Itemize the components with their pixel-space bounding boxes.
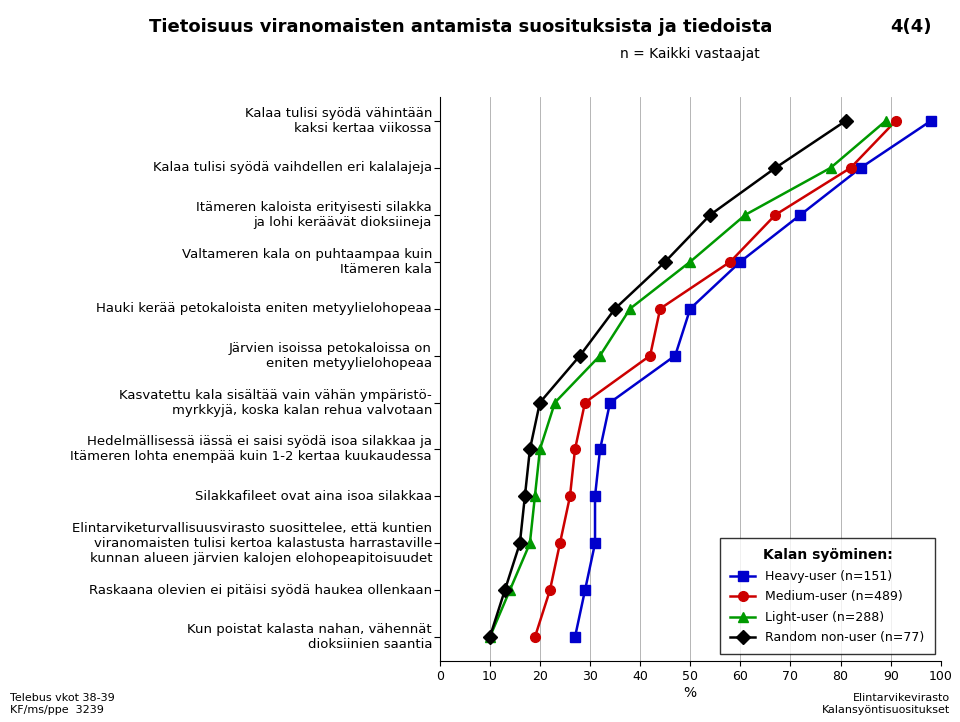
Text: Elintarvikevirasto
Kalansyöntisuositukset: Elintarvikevirasto Kalansyöntisuositukse… [822, 693, 950, 715]
X-axis label: %: % [684, 686, 697, 700]
Text: Valtameren kala on puhtaampaa kuin
Itämeren kala: Valtameren kala on puhtaampaa kuin Itäme… [181, 248, 432, 276]
Text: Hauki kerää petokaloista eniten metyylielohopeaa: Hauki kerää petokaloista eniten metyylie… [96, 302, 432, 316]
Text: Raskaana olevien ei pitäisi syödä haukea ollenkaan: Raskaana olevien ei pitäisi syödä haukea… [89, 583, 432, 597]
Text: Telebus vkot 38-39
KF/ms/ppe  3239: Telebus vkot 38-39 KF/ms/ppe 3239 [10, 693, 114, 715]
Text: Hedelmällisessä iässä ei saisi syödä isoa silakkaa ja
Itämeren lohta enempää kui: Hedelmällisessä iässä ei saisi syödä iso… [70, 435, 432, 464]
Text: Kun poistat kalasta nahan, vähennät
dioksiinien saantia: Kun poistat kalasta nahan, vähennät diok… [187, 623, 432, 651]
Text: 4(4): 4(4) [890, 18, 931, 36]
Text: Kalaa tulisi syödä vaihdellen eri kalalajeja: Kalaa tulisi syödä vaihdellen eri kalala… [153, 161, 432, 175]
Legend: Heavy-user (n=151), Medium-user (n=489), Light-user (n=288), Random non-user (n=: Heavy-user (n=151), Medium-user (n=489),… [720, 539, 934, 654]
Text: Kalaa tulisi syödä vähintään
kaksi kertaa viikossa: Kalaa tulisi syödä vähintään kaksi kerta… [245, 107, 432, 135]
Text: n = Kaikki vastaajat: n = Kaikki vastaajat [620, 47, 760, 61]
Text: Elintarviketurvallisuusvirasto suosittelee, että kuntien
viranomaisten tulisi ke: Elintarviketurvallisuusvirasto suosittel… [72, 522, 432, 565]
Text: Järvien isoissa petokaloissa on
eniten metyylielohopeaa: Järvien isoissa petokaloissa on eniten m… [229, 342, 432, 370]
Text: Silakkafileet ovat aina isoa silakkaa: Silakkafileet ovat aina isoa silakkaa [195, 490, 432, 503]
Text: Tietoisuus viranomaisten antamista suosituksista ja tiedoista: Tietoisuus viranomaisten antamista suosi… [149, 18, 773, 36]
Text: Itämeren kaloista erityisesti silakka
ja lohi keräävät dioksiineja: Itämeren kaloista erityisesti silakka ja… [196, 201, 432, 229]
Text: Kasvatettu kala sisältää vain vähän ympäristö-
myrkkyjä, koska kalan rehua valvo: Kasvatettu kala sisältää vain vähän ympä… [119, 388, 432, 417]
